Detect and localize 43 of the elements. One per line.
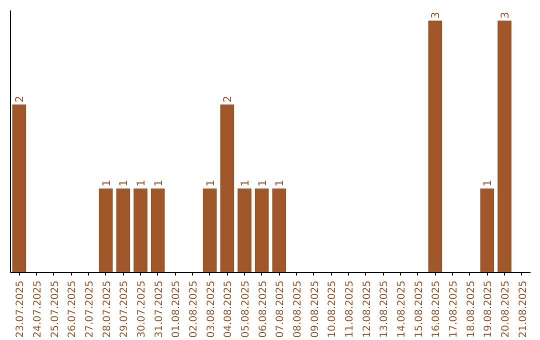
x-tick-label: 08.08.2025 [292,280,304,338]
data-label: 1 [238,180,252,187]
x-tick-label: 16.08.2025 [431,280,442,338]
data-label: 2 [13,96,26,103]
data-label: 1 [204,180,217,187]
x-tick-label: 28.07.2025 [102,280,113,338]
x-tick-label: 01.08.2025 [171,280,182,338]
data-label: 1 [134,180,148,187]
x-tick-label: 12.08.2025 [362,280,373,338]
x-tick-label: 17.08.2025 [448,280,460,338]
x-tick-label: 11.08.2025 [344,280,356,338]
x-tick-label: 30.07.2025 [136,280,148,338]
data-label: 3 [429,12,442,19]
x-tick-label: 15.08.2025 [414,280,425,338]
x-tick-label: 14.08.2025 [396,280,408,338]
x-tick-label: 18.08.2025 [466,280,477,338]
x-tick-label: 25.07.2025 [50,280,61,338]
data-label: 3 [498,12,512,19]
x-tick-label: 31.07.2025 [154,280,165,338]
data-label: 1 [481,180,494,187]
x-tick-label: 24.07.2025 [32,280,44,338]
x-tick-label: 05.08.2025 [240,280,252,338]
data-label: 1 [273,180,286,187]
x-tick-label: 07.08.2025 [275,280,286,338]
x-tick-label: 03.08.2025 [206,280,217,338]
x-tick-label: 09.08.2025 [310,280,321,338]
x-tick-label: 13.08.2025 [379,280,390,338]
x-tick-label: 02.08.2025 [188,280,200,338]
data-label: 2 [221,96,234,103]
data-label: 1 [117,180,130,187]
x-tick-label: 20.08.2025 [500,280,512,338]
data-label: 1 [100,180,113,187]
x-tick-label: 10.08.2025 [327,280,338,338]
x-tick-label: 19.08.2025 [483,280,494,338]
x-tick-label: 06.08.2025 [258,280,269,338]
x-tick-label: 21.08.2025 [518,280,529,338]
x-tick-label: 26.07.2025 [67,280,78,338]
data-label: 1 [152,180,165,187]
x-tick-label: 29.07.2025 [119,280,130,338]
x-tick-label: 04.08.2025 [223,280,234,338]
x-tick-label: 23.07.2025 [15,280,26,338]
x-tick-label: 27.07.2025 [84,280,96,338]
data-label: 1 [256,180,269,187]
